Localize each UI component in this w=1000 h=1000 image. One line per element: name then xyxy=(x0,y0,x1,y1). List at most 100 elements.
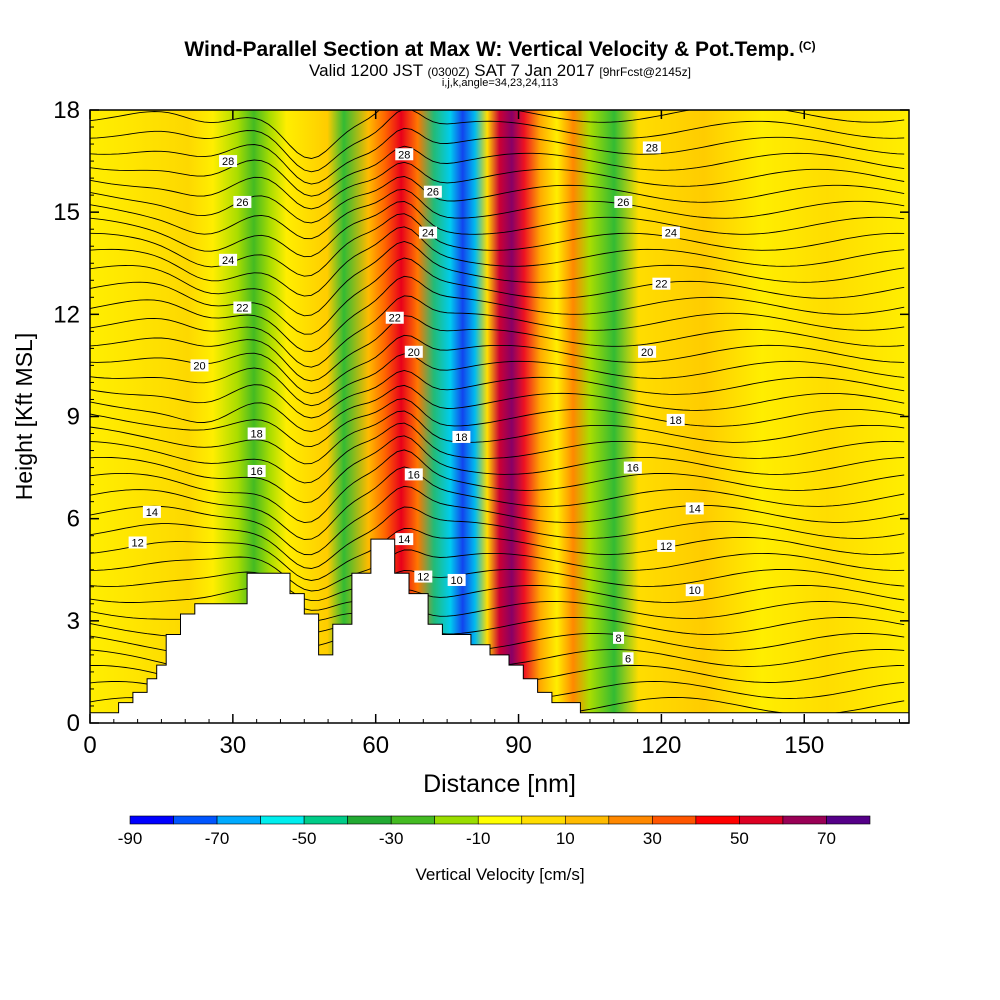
colorbar-bin xyxy=(695,815,740,825)
contour-label-bg xyxy=(652,277,671,290)
contour-label-bg xyxy=(414,570,433,583)
contour-label: 12 xyxy=(417,572,429,584)
contour-label: 28 xyxy=(222,156,234,168)
isentrope-line xyxy=(90,176,905,224)
contour-label: 28 xyxy=(398,149,410,161)
colorbar-bin xyxy=(739,815,784,825)
isentrope-line xyxy=(90,410,905,465)
x-tick-label: 0 xyxy=(83,732,96,759)
y-tick-label: 15 xyxy=(53,199,80,226)
isentrope-line xyxy=(90,370,905,419)
isentrope-line xyxy=(90,315,905,382)
contour-label: 10 xyxy=(689,585,701,597)
subtitle-forecast: [9hrFcst@2145z] xyxy=(599,65,691,79)
contour-label: 10 xyxy=(451,575,463,587)
contour-label: 26 xyxy=(617,197,629,209)
contour-label-bg xyxy=(638,345,657,358)
contour-label: 22 xyxy=(655,279,667,291)
isentrope-line xyxy=(90,275,905,352)
colorbar-bin xyxy=(826,815,871,825)
terrain-profile xyxy=(89,538,910,724)
contour-label-bg xyxy=(404,468,423,481)
subtitle-utc: (0300Z) xyxy=(427,65,470,79)
contour-label: 16 xyxy=(627,463,639,475)
colorbar-bin xyxy=(608,815,653,825)
isentrope-line xyxy=(90,110,905,159)
colorbar-tick-label: 10 xyxy=(556,829,575,848)
isentrope-line xyxy=(90,384,905,432)
contour-label-bg xyxy=(233,301,252,314)
contour-label-bg xyxy=(685,584,704,597)
contour-label: 14 xyxy=(146,507,158,519)
potential-temperature-contours xyxy=(90,110,905,717)
x-tick-label: 30 xyxy=(219,732,246,759)
contour-label-bg xyxy=(142,505,161,518)
contour-label-bg xyxy=(423,185,442,198)
isentrope-line xyxy=(90,568,905,602)
isentrope-line xyxy=(90,353,905,407)
contour-label-bg xyxy=(685,502,704,515)
contour-label: 14 xyxy=(689,503,701,515)
contour-label: 26 xyxy=(427,187,439,199)
chart-section-params: i,j,k,angle=34,23,24,113 xyxy=(441,77,559,89)
contour-label: 24 xyxy=(665,228,677,240)
contour-label-bg xyxy=(623,461,642,474)
contour-label: 16 xyxy=(408,469,420,481)
contour-label: 24 xyxy=(422,228,434,240)
colorbar-tick-label: -30 xyxy=(379,829,404,848)
isentrope-line xyxy=(90,584,905,611)
isentrope-line xyxy=(90,449,905,524)
contour-label-bg xyxy=(447,573,466,586)
colorbar-tick-label: -70 xyxy=(205,829,230,848)
isentrope-line xyxy=(90,201,905,258)
colorbar-bin xyxy=(782,815,827,825)
colorbar-bin xyxy=(652,815,697,825)
contour-label-bg xyxy=(395,148,414,161)
contour-label-bg xyxy=(614,195,633,208)
contour-label: 16 xyxy=(251,466,263,478)
isentrope-line xyxy=(90,506,905,569)
isentrope-line xyxy=(90,528,905,581)
x-tick-label: 120 xyxy=(641,732,681,759)
colorbar-tick-label: -10 xyxy=(466,829,491,848)
isentrope-line xyxy=(90,398,905,448)
contour-label-bg xyxy=(642,141,661,154)
contour-label: 20 xyxy=(193,360,205,372)
isentrope-line xyxy=(90,257,905,335)
x-axis-label: Distance [nm] xyxy=(423,770,576,798)
contour-label: 12 xyxy=(131,538,143,550)
colorbar-bin xyxy=(303,815,348,825)
contour-label: 12 xyxy=(660,541,672,553)
contour-label-bg xyxy=(661,226,680,239)
contour-label: 24 xyxy=(222,255,234,267)
isentrope-line xyxy=(90,466,905,540)
y-axis-label: Height [Kft MSL] xyxy=(11,333,37,500)
isentrope-line xyxy=(90,161,905,210)
contour-label-bg xyxy=(657,539,676,552)
y-tick-label: 6 xyxy=(67,506,80,533)
contour-label: 18 xyxy=(670,415,682,427)
contour-label: 28 xyxy=(646,142,658,154)
colorbar-bin xyxy=(260,815,305,825)
colorbar-bin xyxy=(216,815,261,825)
contour-labels: 28 26 24 22 20 18 16 14 12 28 26 24 22 20 18 16 14 12 10 28… xyxy=(128,141,704,665)
terrain-mask xyxy=(89,538,910,724)
isentrope-line xyxy=(90,127,905,185)
isentrope-line xyxy=(90,241,905,317)
contour-label-bg xyxy=(613,631,625,644)
colorbar-bin xyxy=(390,815,436,825)
colorbar-tick-label: -90 xyxy=(118,829,143,848)
colorbar-bin xyxy=(434,815,479,825)
colorbar-bin xyxy=(129,815,174,825)
y-tick-label: 12 xyxy=(53,301,80,328)
contour-label: 22 xyxy=(389,313,401,325)
contour-label: 8 xyxy=(615,633,621,645)
colorbar-bin xyxy=(347,815,392,825)
contour-label-bg xyxy=(622,652,634,665)
color-legend: -90 -70 -50 -30 -10 10 30 50 70 Vertical Velocity… xyxy=(118,815,871,884)
contour-label-bg xyxy=(233,195,252,208)
x-tick-label: 150 xyxy=(784,732,824,759)
y-tick-label: 3 xyxy=(67,608,80,635)
y-tick-label: 18 xyxy=(53,97,80,124)
